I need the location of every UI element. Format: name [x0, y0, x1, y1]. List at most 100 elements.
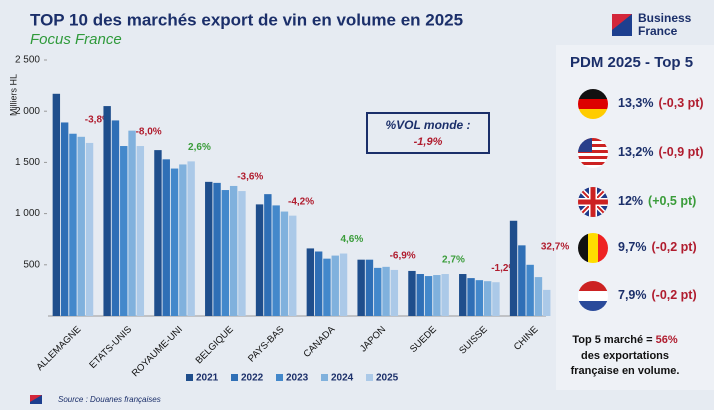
annotation: -1,2% — [491, 263, 517, 274]
bar — [221, 190, 230, 316]
panel-row: 13,3% (-0,3 pt) — [618, 96, 704, 110]
bar — [459, 274, 467, 316]
bar — [60, 122, 69, 317]
bar — [187, 161, 195, 316]
annotation: 2,7% — [442, 255, 465, 266]
chart-subtitle: Focus France — [30, 31, 122, 48]
bar — [416, 274, 424, 316]
bar — [205, 181, 213, 316]
legend-swatch — [276, 374, 283, 381]
bar — [492, 282, 500, 316]
legend-swatch — [231, 374, 238, 381]
bar — [179, 164, 187, 316]
logo-text: Business — [638, 11, 692, 25]
bar — [483, 281, 492, 316]
y-axis-label: Milliers HL — [8, 74, 18, 116]
panel-row: 12% (+0,5 pt) — [618, 194, 696, 208]
world-box — [366, 112, 490, 154]
flag-belgium — [578, 233, 608, 263]
flag-netherlands — [578, 281, 608, 311]
y-tick-label: 500 — [23, 259, 40, 270]
panel-share: 12% — [618, 194, 643, 208]
source-icon — [30, 395, 42, 404]
legend-label: 2021 — [196, 373, 219, 384]
world-box-label: %VOL monde : — [385, 118, 470, 132]
chart-title: TOP 10 des marchés export de vin en volu… — [30, 10, 463, 29]
bar — [120, 146, 128, 316]
bar — [162, 159, 170, 316]
bar — [331, 255, 339, 316]
legend-swatch — [186, 374, 193, 381]
logo-text: France — [638, 24, 678, 38]
bar — [264, 194, 272, 316]
logo-icon — [612, 14, 632, 30]
y-tick-label: 2 000 — [15, 106, 40, 117]
bar — [441, 274, 449, 316]
annotation: 2,6% — [188, 142, 211, 153]
panel-footer-lead: Top 5 marché = — [572, 334, 655, 346]
annotation: 4,6% — [340, 234, 363, 245]
bar — [467, 278, 475, 316]
bar — [289, 215, 297, 316]
bar — [357, 259, 365, 316]
bar — [77, 136, 85, 316]
bar — [280, 211, 289, 316]
bar — [374, 267, 382, 316]
bar — [111, 120, 120, 316]
bar — [154, 150, 162, 316]
bar — [314, 251, 323, 316]
bar — [272, 205, 280, 316]
panel-change: (+0,5 pt) — [648, 194, 696, 208]
bar — [543, 289, 551, 316]
panel-change: (-0,2 pt) — [652, 288, 697, 302]
bar — [509, 220, 518, 316]
annotation: -4,2% — [288, 196, 314, 207]
y-tick-label: 1 000 — [15, 208, 40, 219]
panel-title: PDM 2025 - Top 5 — [570, 54, 693, 71]
panel-share: 13,2% — [618, 145, 653, 159]
panel-row: 7,9% (-0,2 pt) — [618, 288, 697, 302]
bar — [52, 93, 61, 317]
bar — [390, 269, 399, 316]
bar — [128, 130, 136, 316]
panel-footer-value: 56% — [656, 334, 678, 346]
bar — [306, 248, 315, 316]
panel-footer: des exportations — [581, 350, 669, 362]
panel-change: (-0,9 pt) — [658, 145, 703, 159]
annotation: -3,6% — [237, 172, 263, 183]
legend-label: 2025 — [376, 373, 399, 384]
bar — [365, 259, 374, 316]
annotation: -3,8% — [85, 114, 111, 125]
bar — [170, 168, 179, 316]
flag-usa — [578, 138, 608, 168]
logo: Business France — [612, 11, 692, 38]
flag-germany — [578, 89, 608, 119]
bar — [323, 258, 331, 316]
bar — [69, 133, 77, 316]
bar — [433, 275, 441, 316]
bar — [518, 245, 526, 316]
annotation: 32,7% — [541, 241, 569, 252]
panel-row: 9,7% (-0,2 pt) — [618, 240, 697, 254]
panel-footer: française en volume. — [571, 365, 680, 377]
panel-change: (-0,2 pt) — [652, 240, 697, 254]
bar — [229, 185, 238, 316]
bar — [475, 280, 484, 316]
bar — [85, 142, 94, 316]
y-tick-label: 1 500 — [15, 157, 40, 168]
bar — [238, 191, 246, 316]
y-tick-label: 2 500 — [15, 55, 40, 66]
bar — [103, 106, 111, 316]
source-icon — [30, 395, 42, 402]
bar — [255, 204, 264, 316]
panel-row: 13,2% (-0,9 pt) — [618, 145, 704, 159]
bar — [408, 270, 416, 316]
legend-label: 2022 — [241, 373, 264, 384]
panel-share: 9,7% — [618, 240, 647, 254]
annotation: -8,0% — [136, 127, 162, 138]
bar — [213, 182, 221, 316]
bar — [526, 264, 534, 316]
bar — [339, 253, 348, 316]
panel-footer: Top 5 marché = 56% — [572, 334, 677, 346]
